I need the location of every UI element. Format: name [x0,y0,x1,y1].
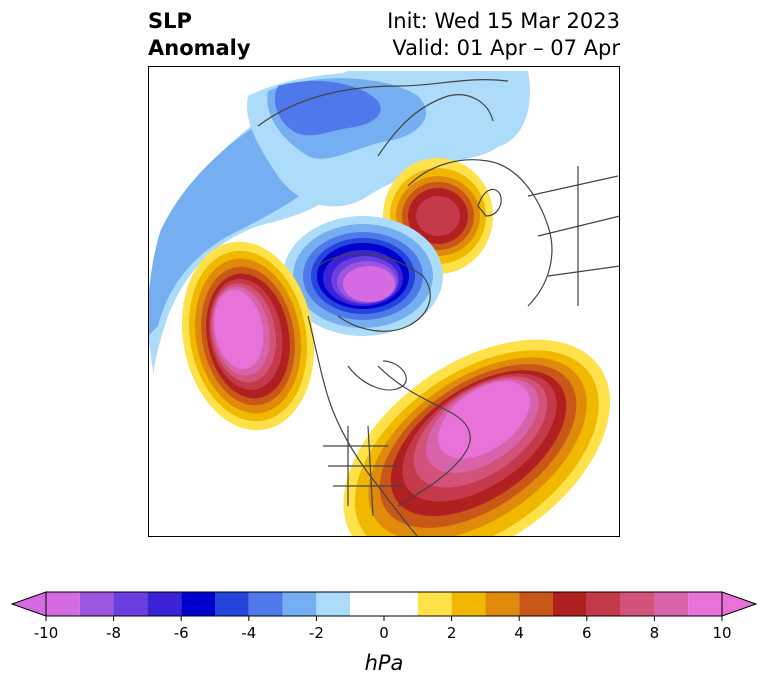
colorbar-tick-label-6: 2 [447,624,457,642]
coast-us-grid [323,425,403,517]
coast-greenland [317,253,431,332]
colorbar-tick-label-3: -4 [241,624,256,642]
colorbar-bin-4 [181,592,215,616]
coast-uk [477,188,502,217]
colorbar-bin-0 [46,592,80,616]
colorbar-tick-label-7: 4 [514,624,524,642]
high-russia-c6 [416,196,460,236]
init-date: Init: Wed 15 Mar 2023 [387,9,620,33]
colorbar-tick-label-2: -6 [174,624,189,642]
low-arctic-c9 [343,266,395,302]
colorbar-bin-11 [451,592,486,616]
colorbar-bin-17 [654,592,689,616]
valid-range: Valid: 01 Apr – 07 Apr [392,36,620,60]
colorbar-bin-13 [519,592,553,616]
slp-anomaly-map [148,66,620,537]
colorbar-tick-label-9: 8 [650,624,660,642]
colorbar-bin-15 [586,592,621,616]
colorbar-over-arrow [721,591,758,617]
coast-north-america-east [377,365,471,507]
colorbar-tick-label-0: -10 [34,624,59,642]
title-left: SLP Anomaly [148,8,251,62]
title-type: Anomaly [148,36,251,60]
colorbar-tick-label-4: -2 [309,624,324,642]
colorbar-label: hPa [365,651,404,675]
high-atlantic-c9 [438,381,530,459]
title-variable: SLP [148,9,192,33]
coast-russia-grid [527,166,620,306]
colorbar: -10 -8 -6 -4 -2 0 2 4 6 8 10 hPa [10,591,758,675]
colorbar-tick-label-1: -8 [106,624,121,642]
colorbar-tick-label-5: 0 [379,624,389,642]
colorbar-bin-14 [553,592,587,616]
colorbar-ticks: -10 -8 -6 -4 -2 0 2 4 6 8 10 [34,616,732,642]
colorbar-bin-5 [215,592,249,616]
colorbar-bin-1 [79,592,114,616]
colorbar-bin-7 [282,592,317,616]
colorbar-bin-18 [688,592,722,616]
coast-north-america-west [307,315,419,537]
coast-scandinavia [377,94,494,157]
colorbar-bin-2 [113,592,148,616]
colorbar-bin-10 [417,592,452,616]
colorbar-tick-label-10: 10 [712,624,731,642]
map-frame [148,66,620,537]
colorbar-under-arrow [10,591,47,617]
coastlines [257,79,620,537]
colorbar-bins [10,591,758,617]
high-pacific-c9 [214,289,264,370]
negative-europe-core [274,81,381,136]
coast-europe [407,159,553,307]
colorbar-bin-16 [620,592,655,616]
colorbar-bin-8 [316,592,351,616]
colorbar-bin-3 [147,592,182,616]
coast-asia-north [257,79,509,127]
colorbar-bin-12 [485,592,520,616]
colorbar-bin-6 [248,592,283,616]
colorbar-bin-9 [350,592,418,616]
title-right: Init: Wed 15 Mar 2023 Valid: 01 Apr – 07… [387,8,620,62]
colorbar-tick-label-8: 6 [582,624,592,642]
coast-hudson-bay [347,360,407,391]
